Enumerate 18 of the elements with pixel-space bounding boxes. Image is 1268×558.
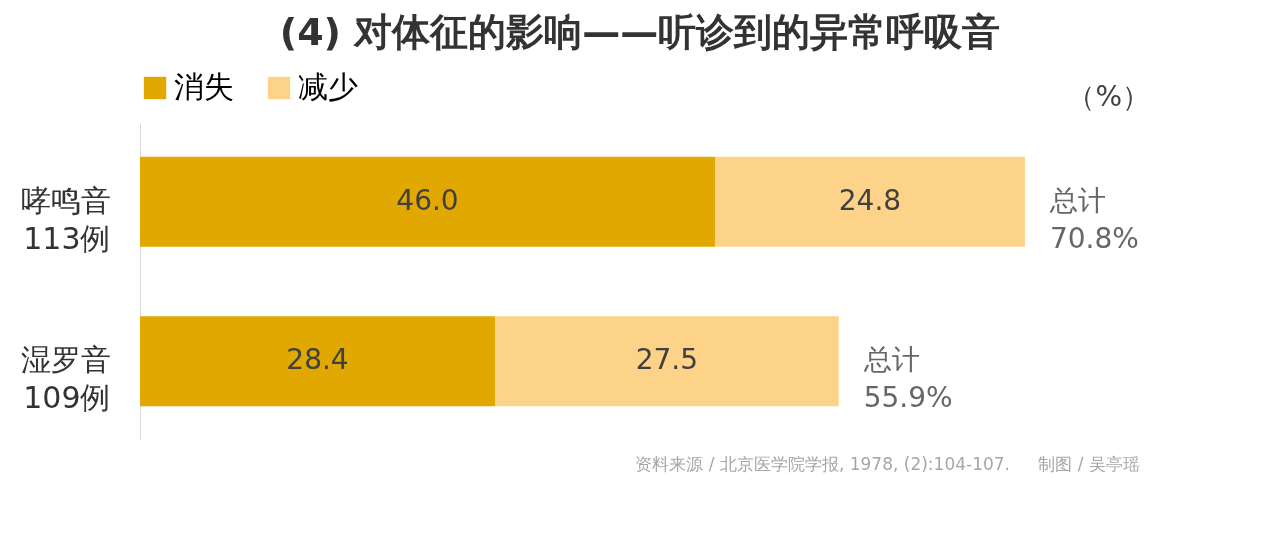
legend-label: 减少 — [298, 69, 358, 104]
text: 制图 / 吴亭瑶 — [1038, 454, 1140, 474]
text: 资料来源 / 北京医学院学报, 1978, (2):104-107. — [635, 454, 1010, 474]
legend-label: 消失 — [174, 69, 234, 104]
bar — [140, 156, 715, 247]
text: （%） — [1067, 80, 1150, 113]
data-label: 24.8 — [838, 183, 902, 217]
y-tick-label: 湿罗音 109例 — [20, 342, 111, 416]
data-label: 46.0 — [396, 183, 459, 217]
bar — [494, 316, 839, 407]
total-label: 总计 70.8% — [1048, 183, 1139, 255]
total-label: 总计 55.9% — [862, 343, 953, 415]
data-label: 27.5 — [635, 343, 699, 377]
data-label: 28.4 — [286, 343, 349, 377]
chart-title: (4) 对体征的影响——听诊到的异常呼吸音 — [279, 10, 1001, 54]
y-tick-label: 哮鸣音 113例 — [20, 182, 111, 256]
bar — [140, 316, 495, 407]
bar — [714, 156, 1025, 247]
